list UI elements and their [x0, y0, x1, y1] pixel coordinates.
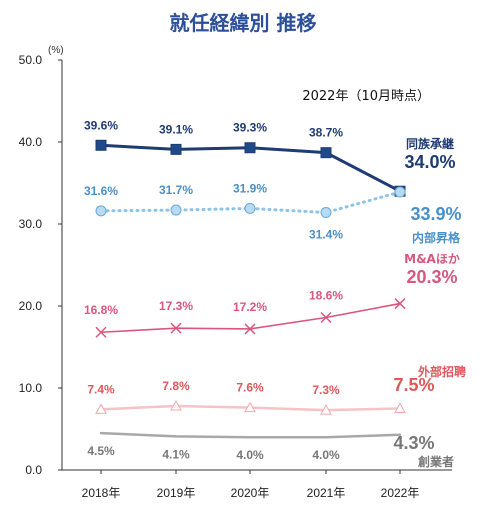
series-3-data-label: 7.8% [162, 379, 190, 393]
series-4-data-label: 4.0% [236, 448, 264, 462]
y-ticks: 0.0 10.0 20.0 30.0 40.0 50.0 [19, 53, 62, 477]
series-4-data-label: 4.0% [312, 448, 340, 462]
series-1-data-label: 31.7% [159, 183, 193, 197]
series-0-data-label: 39.6% [84, 118, 118, 132]
series-0-marker [170, 143, 182, 155]
x-tick-label: 2022年 [381, 486, 420, 500]
series-0-data-label: 38.7% [309, 126, 343, 140]
x-tick-label: 2019年 [157, 486, 196, 500]
series-1-marker [95, 205, 107, 217]
series-0-marker [244, 142, 256, 154]
series-3-end-value: 7.5% [393, 375, 434, 395]
series-2-marker [95, 326, 107, 338]
series-2-end-value: 20.3% [406, 267, 457, 287]
series-1-end-value: 33.9% [410, 204, 461, 224]
y-tick-label: 0.0 [25, 463, 42, 477]
series-0-name: 同族承継 [406, 136, 454, 151]
series-2-data-label: 18.6% [309, 288, 343, 302]
series-3-marker [320, 404, 332, 415]
series-1-marker [170, 204, 182, 216]
y-tick-label: 50.0 [19, 53, 43, 67]
series-1-data-label: 31.4% [309, 228, 343, 242]
series-3-name: 外部招聘 [418, 364, 466, 379]
series-4-data-label: 4.1% [162, 447, 190, 461]
chart-title: 就任経緯別 推移 [170, 11, 317, 35]
series-2-data-label: 17.2% [233, 300, 267, 314]
series-1-name: 内部昇格 [412, 230, 461, 245]
series-2-data-label: 17.3% [159, 299, 193, 313]
y-tick-label: 10.0 [19, 381, 43, 395]
series-0-marker [320, 147, 332, 159]
series-3-marker [244, 401, 256, 413]
series-layer [95, 139, 406, 439]
x-ticks: 2018年 2019年 2020年 2021年 2022年 [82, 470, 420, 500]
series-4-data-label: 4.5% [87, 444, 115, 458]
series-2-name: M&Aほか [404, 252, 460, 266]
chart-note: 2022年（10月時点） [302, 89, 430, 104]
series-1-data-label: 31.6% [84, 184, 118, 198]
x-tick-label: 2021年 [307, 486, 346, 500]
series-0-data-label: 39.1% [159, 122, 193, 136]
y-tick-label: 40.0 [19, 135, 43, 149]
series-1-marker [394, 186, 406, 198]
series-3-marker [95, 403, 107, 414]
series-0-data-label: 39.3% [233, 121, 267, 135]
y-tick-label: 30.0 [19, 217, 43, 231]
x-tick-label: 2020年 [231, 486, 270, 500]
series-3-marker [394, 402, 406, 413]
series-3-data-label: 7.3% [312, 383, 340, 397]
series-4-end-value: 4.3% [393, 433, 434, 453]
x-tick-label: 2018年 [82, 486, 121, 500]
series-2-data-label: 16.8% [84, 303, 118, 317]
y-axis-unit: (%) [48, 45, 64, 56]
series-2-marker [244, 323, 256, 335]
series-0-marker [95, 139, 107, 151]
series-2-marker [320, 311, 332, 324]
series-1-data-label: 31.9% [233, 181, 267, 195]
series-3-data-label: 7.4% [87, 382, 115, 396]
y-tick-label: 20.0 [19, 299, 43, 313]
series-0-end-value: 34.0% [404, 152, 455, 172]
series-4-name: 創業者 [417, 454, 454, 469]
series-1-marker [320, 207, 332, 219]
series-2-marker [394, 298, 406, 310]
series-3-data-label: 7.6% [236, 381, 264, 395]
series-1-marker [244, 202, 256, 214]
series-3-marker [170, 400, 182, 411]
series-2-marker [170, 322, 182, 334]
series-4-line [99, 431, 402, 439]
